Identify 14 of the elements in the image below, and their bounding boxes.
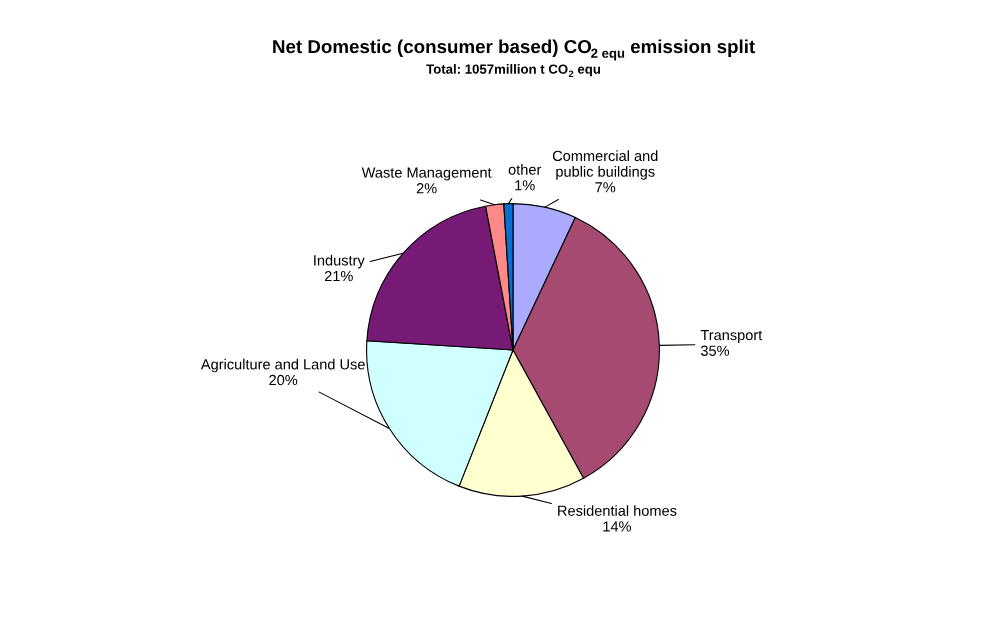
data-label: 20% bbox=[269, 374, 298, 386]
data-label: 1% bbox=[515, 180, 535, 191]
slice-label: Industry bbox=[314, 254, 365, 269]
data-label: 2% bbox=[416, 183, 437, 194]
slice-label: Residential homes bbox=[558, 505, 677, 516]
data-label: 21% bbox=[324, 270, 353, 282]
slice-label: Agriculture and Land Use bbox=[200, 358, 365, 373]
slice-label: other bbox=[508, 164, 542, 175]
data-label: 7% bbox=[595, 182, 616, 193]
data-label: 14% bbox=[603, 521, 632, 532]
slice-label: Commercial and public buildings bbox=[552, 150, 658, 180]
slice-label: Transport bbox=[700, 330, 763, 344]
slice-label: Waste Management bbox=[361, 167, 492, 181]
data-label: 35% bbox=[700, 345, 730, 356]
